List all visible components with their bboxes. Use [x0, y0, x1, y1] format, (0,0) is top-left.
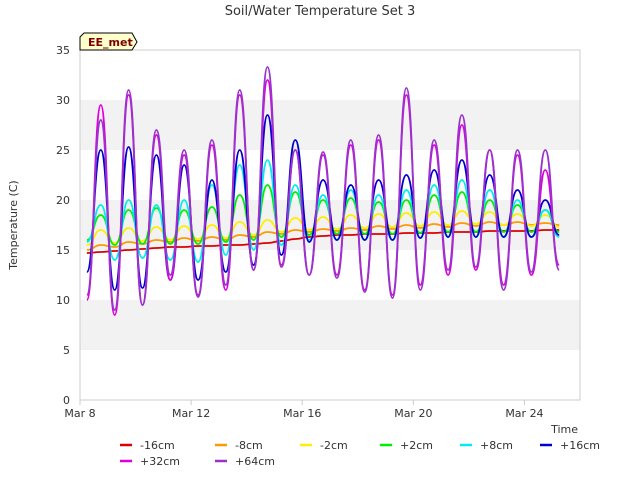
site-badge-label: EE_met	[88, 36, 133, 49]
legend-label: -8cm	[235, 439, 263, 452]
site-badge-shape	[79, 32, 138, 51]
legend: -16cm -8cm -2cm +2cm +8cm +16cm +32cm +64cm	[120, 439, 600, 468]
x-tick-label: Mar 12	[172, 407, 210, 420]
series-line-plus64cm	[86, 66, 561, 311]
x-tick-label: Mar 20	[394, 407, 432, 420]
grid-band	[80, 100, 580, 150]
legend-label: +2cm	[400, 439, 433, 452]
y-axis-label: Temperature (C)	[7, 180, 20, 270]
legend-label: -16cm	[140, 439, 175, 452]
x-tick-label: Mar 24	[505, 407, 543, 420]
legend-label: +64cm	[235, 455, 275, 468]
series-line-plus16cm	[86, 114, 560, 291]
y-tick-label: 35	[56, 44, 70, 57]
y-tick-label: 10	[56, 294, 70, 307]
chart-title: Soil/Water Temperature Set 3	[225, 4, 416, 19]
y-tick-label: 15	[56, 244, 70, 257]
grid-band	[80, 300, 580, 350]
y-tick-label: 30	[56, 94, 70, 107]
legend-label: -2cm	[320, 439, 348, 452]
x-tick-label: Mar 16	[283, 407, 321, 420]
y-tick-label: 5	[63, 344, 70, 357]
x-axis-ticks: Mar 8 Mar 12 Mar 16 Mar 20 Mar 24	[64, 400, 544, 420]
site-badge: EE_met	[79, 32, 138, 51]
y-tick-label: 20	[56, 194, 70, 207]
series-lines	[86, 66, 561, 316]
x-axis-label: Time	[550, 423, 578, 436]
legend-label: +32cm	[140, 455, 180, 468]
legend-label: +16cm	[560, 439, 600, 452]
y-tick-label: 0	[63, 394, 70, 407]
y-tick-label: 25	[56, 144, 70, 157]
plot-frame	[79, 49, 581, 401]
y-axis-ticks: 0 5 10 15 20 25 30 35	[56, 44, 70, 407]
legend-label: +8cm	[480, 439, 513, 452]
x-tick-label: Mar 8	[64, 407, 95, 420]
